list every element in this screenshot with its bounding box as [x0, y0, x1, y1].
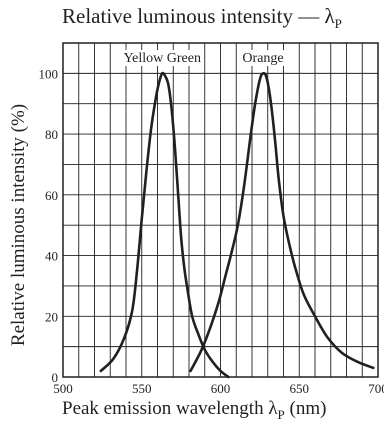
series-label-orange: Orange — [242, 51, 283, 66]
series-group — [99, 71, 375, 379]
chart-title: Relative luminous intensity — λP — [0, 4, 384, 34]
x-tick-label: 550 — [132, 381, 152, 396]
y-tick-label: 60 — [45, 188, 58, 203]
x-tick-label: 700 — [368, 381, 384, 396]
x-tick-label: 650 — [290, 381, 310, 396]
x-axis-label-text: Peak emission wavelength λP (nm) — [62, 398, 327, 422]
series-line-orange — [189, 71, 375, 373]
plot-frame — [62, 42, 379, 378]
y-tick-label: 0 — [52, 370, 59, 385]
series-labels: Yellow Green Orange — [121, 50, 286, 66]
series-label-yellow-green: Yellow Green — [123, 51, 201, 66]
series-label-bg — [240, 50, 286, 66]
y-tick-label: 40 — [45, 249, 58, 264]
axis-ticks: 500 550 600 650 700 0 20 40 60 80 100 — [39, 66, 384, 396]
grid — [62, 42, 379, 378]
x-tick-label: 600 — [211, 381, 231, 396]
series-line-yellow-green — [99, 71, 230, 379]
x-axis-label: Peak emission wavelength λP (nm) — [62, 398, 326, 423]
y-tick-label: 80 — [45, 127, 58, 142]
chart-title-text: Relative luminous intensity — λP — [62, 4, 342, 32]
series-label-bg — [121, 50, 203, 66]
x-tick-label: 500 — [53, 381, 73, 396]
y-tick-label: 20 — [45, 309, 58, 324]
y-tick-label: 100 — [39, 66, 59, 81]
